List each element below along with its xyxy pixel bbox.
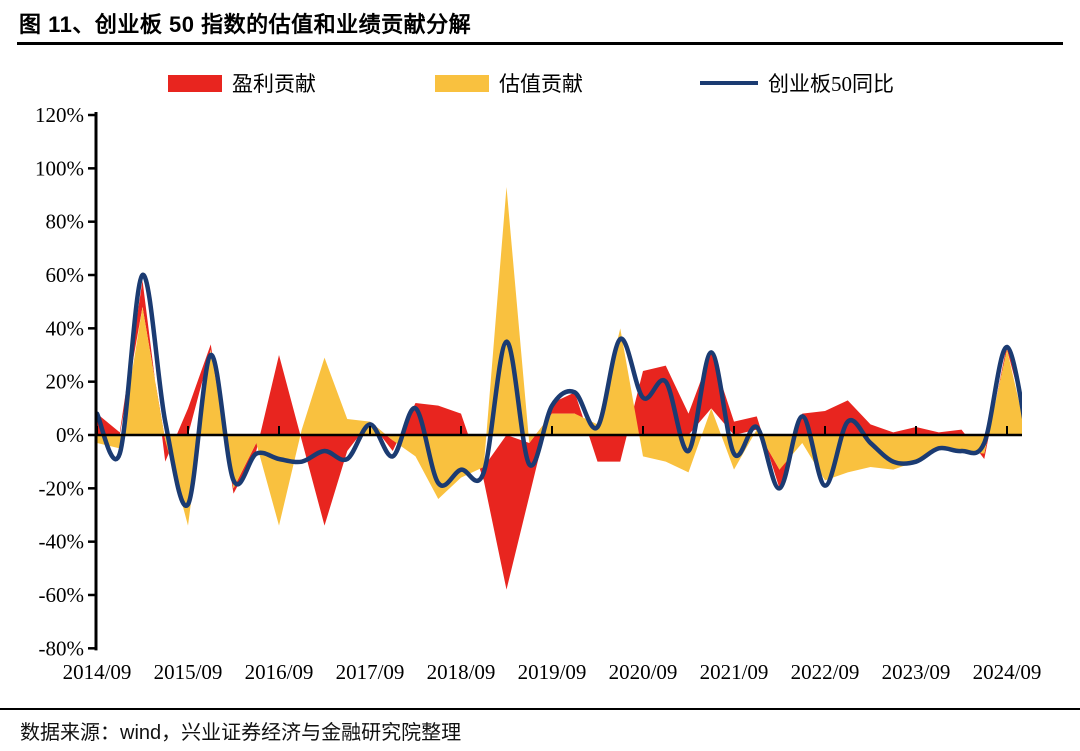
- svg-text:100%: 100%: [35, 156, 84, 180]
- footer-divider: [0, 708, 1080, 710]
- svg-text:2016/09: 2016/09: [245, 660, 314, 684]
- svg-text:2021/09: 2021/09: [700, 660, 769, 684]
- svg-text:2024/09: 2024/09: [973, 660, 1042, 684]
- svg-text:2017/09: 2017/09: [336, 660, 405, 684]
- svg-text:-80%: -80%: [39, 636, 85, 660]
- svg-text:0%: 0%: [56, 423, 84, 447]
- svg-text:120%: 120%: [35, 103, 84, 127]
- svg-text:60%: 60%: [46, 263, 85, 287]
- svg-text:2022/09: 2022/09: [791, 660, 860, 684]
- svg-text:2019/09: 2019/09: [518, 660, 587, 684]
- svg-text:-20%: -20%: [39, 476, 85, 500]
- legend-item-valuation: 估值贡献: [435, 72, 583, 96]
- legend-item-profit: 盈利贡献: [168, 72, 316, 96]
- svg-text:20%: 20%: [46, 370, 85, 394]
- figure-title: 图 11、创业板 50 指数的估值和业绩贡献分解: [19, 12, 472, 37]
- yoy-line-swatch-icon: [700, 81, 758, 85]
- legend-label-valuation: 估值贡献: [499, 72, 583, 96]
- svg-text:40%: 40%: [46, 316, 85, 340]
- svg-text:-40%: -40%: [39, 530, 85, 554]
- svg-text:80%: 80%: [46, 210, 85, 234]
- data-source-note: 数据来源：wind，兴业证券经济与金融研究院整理: [20, 722, 462, 744]
- svg-text:2018/09: 2018/09: [427, 660, 496, 684]
- legend-label-profit: 盈利贡献: [232, 72, 316, 96]
- valuation-swatch-icon: [435, 74, 489, 92]
- title-divider: [17, 42, 1063, 45]
- svg-text:-60%: -60%: [39, 583, 85, 607]
- svg-text:2020/09: 2020/09: [609, 660, 678, 684]
- profit-swatch-icon: [168, 74, 222, 92]
- svg-text:2023/09: 2023/09: [882, 660, 951, 684]
- legend-item-yoy-line: 创业板50同比: [700, 72, 894, 96]
- legend-label-yoy: 创业板50同比: [768, 72, 894, 96]
- svg-text:2015/09: 2015/09: [154, 660, 223, 684]
- svg-text:2014/09: 2014/09: [63, 660, 132, 684]
